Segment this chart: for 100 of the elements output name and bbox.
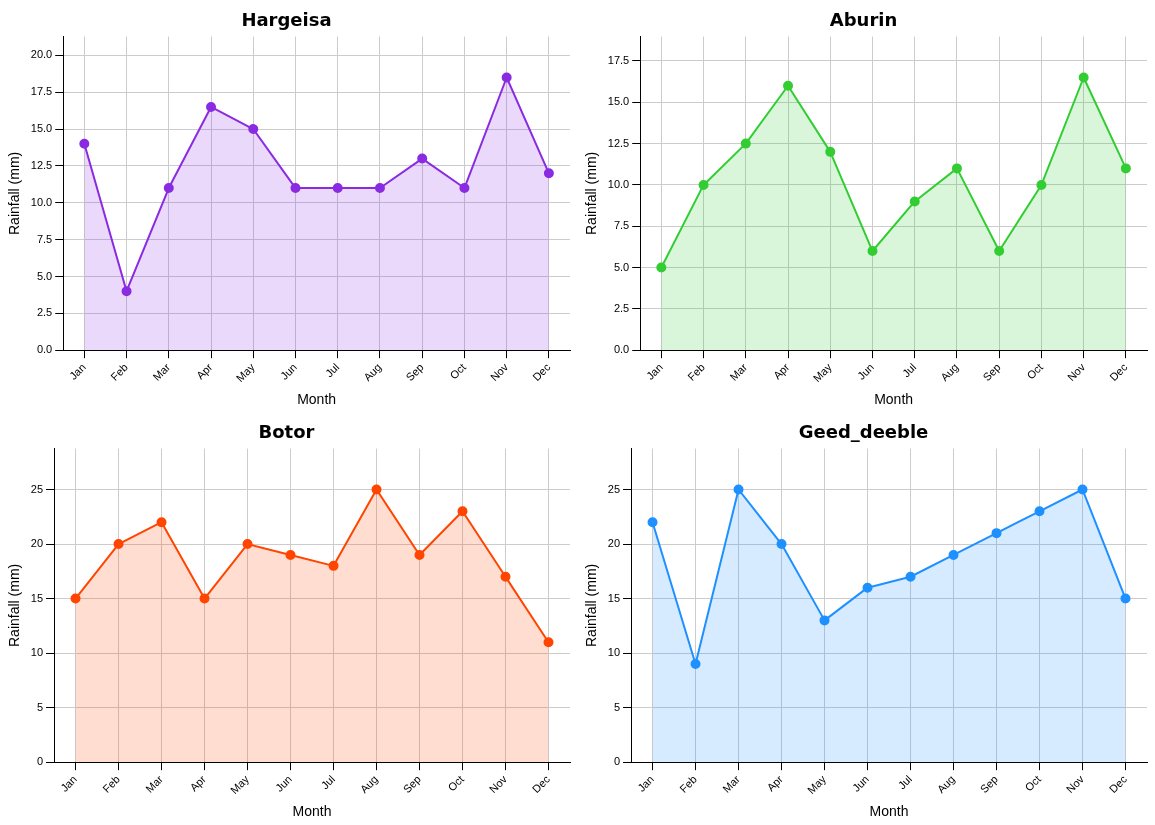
x-tick-label: Apr	[193, 360, 215, 382]
y-tick-label: 17.5	[30, 85, 53, 98]
chart-title: Botor	[258, 421, 315, 443]
x-tick-label: Jan	[635, 772, 657, 794]
y-tick-label: 15.0	[30, 122, 53, 135]
point	[867, 246, 878, 257]
x-tick-label: Mar	[143, 772, 166, 795]
point	[1034, 506, 1045, 517]
y-axis-title: Rainfall (mm)	[583, 563, 600, 647]
point	[991, 528, 1002, 539]
y-tick-label: 12.5	[607, 136, 630, 149]
y-tick-label: 2.5	[36, 306, 53, 319]
point	[414, 549, 425, 560]
point	[290, 183, 301, 194]
point	[242, 539, 253, 550]
x-tick-label: Nov	[486, 772, 510, 796]
x-tick-label: Apr	[764, 772, 786, 794]
y-tick-label: 10	[30, 646, 44, 659]
point	[79, 138, 90, 149]
point	[417, 153, 428, 164]
y-tick-label: 7.5	[36, 232, 53, 245]
point	[656, 262, 667, 273]
point	[690, 659, 701, 670]
x-tick-label: Mar	[727, 360, 750, 383]
y-tick-label: 10.0	[30, 195, 53, 208]
x-tick-label: May	[233, 360, 258, 385]
x-tick-label: Aug	[357, 772, 381, 796]
point	[1036, 179, 1047, 190]
point	[285, 549, 296, 560]
y-tick-label: 10	[607, 646, 621, 659]
x-tick-label: Jun	[855, 360, 877, 382]
point	[647, 517, 658, 528]
x-tick-label: Jun	[278, 360, 300, 382]
point	[862, 582, 873, 593]
point	[113, 539, 124, 550]
x-tick-label: Nov	[1063, 772, 1087, 796]
x-tick-label: Dec	[529, 772, 553, 796]
point	[776, 539, 787, 550]
x-tick-label: Mar	[720, 772, 743, 795]
y-tick-label: 10.0	[607, 177, 630, 190]
point	[457, 506, 468, 517]
point	[948, 549, 959, 560]
point	[371, 484, 382, 495]
x-axis-title: Month	[292, 803, 332, 820]
point	[1077, 484, 1088, 495]
x-tick-label: Jul	[899, 360, 919, 380]
y-tick-label: 15	[30, 591, 44, 604]
y-tick-label: 0.0	[613, 343, 630, 356]
x-tick-label: Sep	[400, 772, 424, 796]
x-tick-label: Sep	[403, 360, 426, 384]
point	[783, 80, 794, 91]
x-tick-label: May	[227, 772, 252, 797]
x-tick-label: Jan	[643, 360, 665, 382]
x-tick-label: Nov	[487, 360, 511, 384]
point	[459, 183, 470, 194]
x-tick-label: Jul	[318, 772, 338, 792]
point	[199, 593, 210, 604]
point	[501, 72, 512, 83]
point	[543, 637, 554, 648]
y-tick-label: 15	[607, 591, 621, 604]
point	[163, 183, 174, 194]
x-tick-label: Apr	[187, 772, 209, 794]
point	[825, 146, 836, 157]
x-tick-label: Jun	[273, 772, 295, 794]
point	[1120, 593, 1131, 604]
y-tick-label: 5.0	[613, 260, 630, 273]
point	[248, 124, 259, 135]
y-axis-title: Rainfall (mm)	[6, 563, 23, 647]
y-tick-label: 5	[613, 700, 621, 713]
chart-title: Aburin	[829, 9, 898, 31]
x-tick-label: Jul	[895, 772, 915, 792]
x-tick-label: Feb	[108, 360, 131, 383]
y-tick-label: 15.0	[607, 95, 630, 108]
y-tick-label: 7.5	[613, 219, 630, 232]
point	[328, 560, 339, 571]
x-tick-label: Oct	[445, 772, 467, 794]
x-tick-label: Dec	[1106, 772, 1130, 796]
x-tick-label: Aug	[361, 360, 384, 384]
x-axis-title: Month	[297, 391, 337, 408]
x-tick-label: Oct	[447, 360, 468, 382]
y-tick-label: 20	[30, 537, 44, 550]
point	[994, 246, 1005, 257]
x-tick-label: Feb	[685, 360, 708, 383]
x-tick-label: Sep	[980, 360, 1003, 384]
y-tick-label: 25	[30, 482, 44, 495]
x-tick-label: Aug	[934, 772, 958, 796]
chart-title: Hargeisa	[241, 9, 332, 31]
point	[1120, 163, 1131, 174]
y-tick-label: 20	[607, 537, 621, 550]
y-tick-label: 5	[36, 700, 44, 713]
point	[819, 615, 830, 626]
y-tick-label: 2.5	[613, 301, 630, 314]
x-tick-label: Oct	[1022, 772, 1044, 794]
x-tick-label: Jan	[58, 772, 80, 794]
x-tick-label: Jan	[66, 360, 88, 382]
x-axis-title: Month	[869, 803, 909, 820]
x-tick-label: Jun	[850, 772, 872, 794]
point	[374, 183, 385, 194]
x-tick-label: Oct	[1024, 360, 1045, 382]
point	[121, 286, 132, 297]
